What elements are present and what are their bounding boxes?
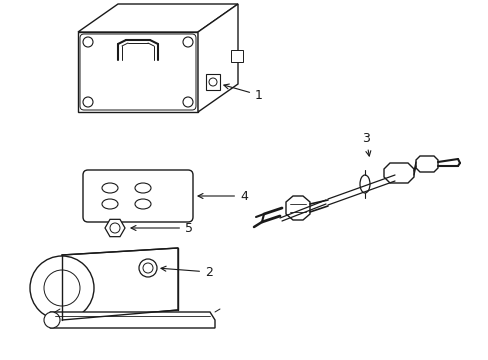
- Polygon shape: [105, 219, 125, 237]
- Circle shape: [30, 256, 94, 320]
- Polygon shape: [285, 196, 309, 220]
- Text: 2: 2: [161, 266, 212, 279]
- Ellipse shape: [102, 183, 118, 193]
- Circle shape: [208, 78, 217, 86]
- Circle shape: [183, 37, 193, 47]
- Text: 3: 3: [361, 131, 370, 156]
- Circle shape: [139, 259, 157, 277]
- Polygon shape: [78, 32, 198, 112]
- Polygon shape: [78, 4, 238, 32]
- Polygon shape: [198, 4, 238, 112]
- Text: 4: 4: [198, 189, 247, 202]
- Polygon shape: [383, 163, 413, 183]
- Circle shape: [183, 97, 193, 107]
- Polygon shape: [205, 74, 220, 90]
- Polygon shape: [415, 156, 437, 172]
- Circle shape: [83, 97, 93, 107]
- Circle shape: [83, 37, 93, 47]
- Ellipse shape: [135, 183, 151, 193]
- Text: 1: 1: [224, 84, 263, 102]
- Circle shape: [44, 312, 60, 328]
- Ellipse shape: [135, 199, 151, 209]
- Ellipse shape: [359, 175, 369, 193]
- Polygon shape: [62, 248, 178, 320]
- FancyBboxPatch shape: [83, 170, 193, 222]
- Ellipse shape: [102, 199, 118, 209]
- Circle shape: [142, 263, 153, 273]
- Polygon shape: [230, 50, 243, 62]
- Circle shape: [110, 223, 120, 233]
- Polygon shape: [50, 312, 215, 328]
- Text: 5: 5: [131, 221, 193, 234]
- Circle shape: [44, 270, 80, 306]
